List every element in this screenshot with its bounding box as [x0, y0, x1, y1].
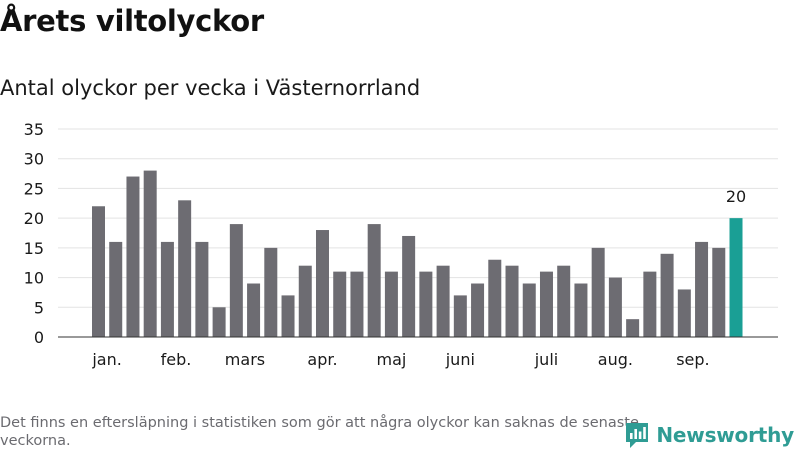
bar	[160, 241, 174, 337]
bar	[453, 295, 467, 337]
y-tick-label: 15	[24, 239, 44, 258]
y-tick-label: 0	[34, 328, 44, 347]
chart-title: Årets viltolyckor	[0, 4, 264, 38]
x-tick-label: apr.	[307, 350, 337, 369]
bar	[608, 277, 622, 337]
y-tick-label: 10	[24, 269, 44, 288]
y-axis-ticks: 0 5 10 15 20 25 30 35	[24, 120, 44, 347]
bar	[557, 265, 571, 337]
bar	[178, 200, 192, 337]
bar-highlight	[729, 218, 743, 337]
footnote: Det finns en eftersläpning i statistiken…	[0, 415, 639, 449]
bar	[660, 253, 674, 337]
brand-name: Newsworthy	[656, 423, 794, 447]
x-tick-label: juni	[445, 350, 475, 369]
bar	[315, 230, 329, 337]
data-label: 20	[726, 187, 746, 206]
bar	[695, 241, 709, 337]
bar	[488, 259, 502, 337]
x-tick-label: juli	[534, 350, 558, 369]
bar	[522, 283, 536, 337]
x-tick-label: maj	[376, 350, 406, 369]
bar	[384, 271, 398, 337]
bar	[712, 247, 726, 337]
x-tick-label: aug.	[598, 350, 633, 369]
data-labels: 20	[726, 187, 746, 206]
bar-chart: 0 5 10 15 20 25 30 35 jan. feb. mars apr. maj juni ju…	[24, 120, 778, 369]
bar	[281, 295, 295, 337]
y-tick-label: 5	[34, 298, 44, 317]
bar	[643, 271, 657, 337]
bar	[539, 271, 553, 337]
bar	[626, 319, 640, 337]
bar	[471, 283, 485, 337]
gridlines	[58, 128, 778, 308]
bar	[92, 206, 105, 337]
x-tick-label: feb.	[161, 350, 192, 369]
bar	[505, 265, 519, 337]
bars	[92, 170, 743, 337]
bar	[247, 283, 261, 337]
bar	[333, 271, 347, 337]
bar	[212, 307, 226, 337]
y-tick-label: 25	[24, 179, 44, 198]
bar	[402, 235, 416, 337]
bar	[574, 283, 588, 337]
x-tick-label: sep.	[676, 350, 709, 369]
bar	[143, 170, 157, 337]
x-axis-month-labels: jan. feb. mars apr. maj juni juli aug. sep.	[91, 350, 709, 369]
bar	[298, 265, 312, 337]
bar	[367, 224, 381, 337]
y-tick-label: 30	[24, 150, 44, 169]
newsworthy-logo-icon	[626, 423, 649, 448]
bar	[436, 265, 450, 337]
bar	[264, 247, 278, 337]
bar	[350, 271, 364, 337]
x-tick-label: mars	[225, 350, 265, 369]
x-tick-label: jan.	[91, 350, 121, 369]
bar	[195, 241, 209, 337]
chart-subtitle: Antal olyckor per vecka i Västernorrland	[0, 76, 421, 100]
y-tick-label: 35	[24, 120, 44, 139]
bar	[109, 241, 123, 337]
y-tick-label: 20	[24, 209, 44, 228]
bar	[591, 247, 605, 337]
bar	[229, 224, 243, 337]
bar	[126, 176, 140, 337]
bar	[419, 271, 433, 337]
brand-logo: Newsworthy	[624, 420, 794, 450]
bar	[677, 289, 691, 337]
